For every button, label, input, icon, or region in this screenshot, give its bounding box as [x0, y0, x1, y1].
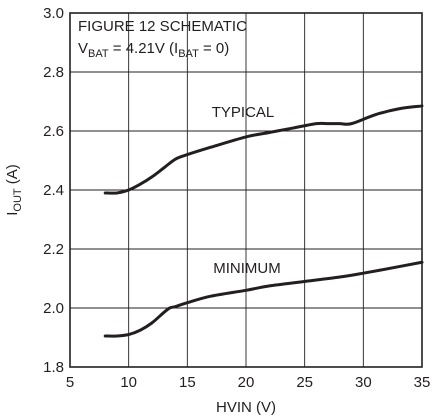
y-axis-title-sub: OUT	[12, 188, 24, 212]
y-axis-title-suffix: (A)	[4, 164, 21, 188]
series-labels: TYPICAL MINIMUM	[212, 104, 281, 277]
annotation-line-1: FIGURE 12 SCHEMATIC	[78, 18, 247, 35]
y-tick-label: 1.8	[43, 359, 64, 376]
annotation-line-2-part: V	[78, 40, 88, 57]
series-label-minimum: MINIMUM	[213, 260, 281, 277]
y-tick-label: 2.0	[43, 300, 64, 317]
series-line-typical	[103, 104, 424, 195]
series-label-typical: TYPICAL	[212, 104, 275, 121]
y-tick-label: 2.6	[43, 123, 64, 140]
annotation-line-2-part: BAT	[178, 48, 199, 60]
x-tick-label: 5	[66, 374, 74, 391]
x-tick-label: 15	[179, 374, 196, 391]
series-group	[103, 104, 424, 338]
y-tick-label: 2.8	[43, 64, 64, 81]
y-axis-title: IOUT (A)	[4, 164, 24, 216]
annotation-line-2-part: BAT	[88, 48, 109, 60]
series-line-minimum	[103, 260, 424, 338]
x-tick-label: 25	[296, 374, 313, 391]
annotation-line-2-part: = 4.21V (I	[109, 40, 179, 57]
y-tick-label: 2.2	[43, 241, 64, 258]
y-tick-labels: 1.8 2.0 2.2 2.4 2.6 2.8 3.0	[43, 5, 64, 376]
annotation-line-2-part: = 0)	[199, 40, 229, 57]
x-tick-label: 30	[355, 374, 372, 391]
y-tick-label: 2.4	[43, 182, 64, 199]
x-tick-labels: 5 10 15 20 25 30 35	[66, 374, 431, 391]
plot-frame	[69, 12, 423, 368]
x-tick-label: 10	[120, 374, 137, 391]
annotation-line-2: VBAT = 4.21V (IBAT = 0)	[78, 40, 229, 60]
grid	[70, 13, 422, 367]
x-tick-label: 20	[238, 374, 255, 391]
x-axis-title: HVIN (V)	[216, 399, 276, 416]
y-axis-title-base: I	[4, 212, 21, 216]
y-tick-label: 3.0	[43, 5, 64, 22]
x-tick-label: 35	[414, 374, 431, 391]
